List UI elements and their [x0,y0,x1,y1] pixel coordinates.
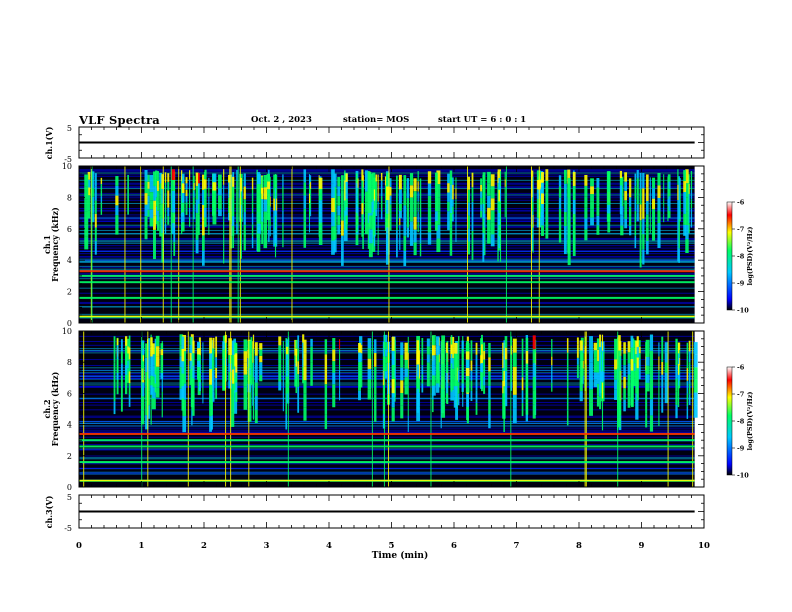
frequency-tick-label: 2 [67,452,72,461]
ch2-channel-label: ch.2 [42,399,52,418]
frequency-tick-label: 0 [67,319,72,328]
frequency-tick-label: 0 [67,483,72,492]
colorbar-tick-label: -7 [737,391,744,399]
ch1-spectrogram-image [79,166,695,323]
date-label: Oct. 2 , 2023 [251,115,312,125]
colorbar-tick-label: -10 [737,472,749,480]
ch1-voltage-ylabel: ch.1(V) [44,126,54,159]
time-tick-label: 10 [698,541,710,551]
ch3-voltage-ticks [78,494,705,529]
ch1-frequency-tick-labels: 0 2 4 6 8 10 [62,162,72,328]
time-tick-label: 6 [451,541,457,551]
frequency-tick-label: 6 [67,225,72,234]
colorbar-tick-label: -9 [737,280,745,288]
ch3-ytick-top: 5 [67,493,72,502]
ch2-colorbar-label: log(PSD)(V²/Hz) [746,392,754,451]
frequency-tick-label: 4 [67,256,72,265]
frequency-tick-label: 2 [67,288,72,297]
time-tick-label: 4 [326,541,332,551]
ch1-colorbar: -6 -7 -8 -9 -10 log(PSD)(V²/Hz) [726,199,754,315]
frequency-tick-label: 4 [67,421,72,430]
frequency-tick-label: 10 [62,162,72,171]
time-xlabel: Time (min) [372,550,429,561]
ch2-spectrogram-image [79,331,698,487]
time-tick-label: 1 [139,541,145,551]
ch2-spectrogram-ticks [78,330,705,488]
station-label: station= MOS [343,115,410,125]
frequency-tick-label: 6 [67,389,72,398]
ch1-channel-label: ch.1 [42,235,52,254]
ch1-spectrogram-ticks [78,165,705,324]
start-time-label: start UT = 6 : 0 : 1 [438,115,527,125]
ch2-frequency-tick-labels: 0 2 4 6 8 10 [62,327,72,492]
frequency-tick-label: 8 [67,193,72,202]
ch1-ytick-bottom: -5 [64,155,72,164]
time-tick-label: 0 [76,541,82,551]
ch2-frequency-ylabel: Frequency (kHz) [50,371,60,446]
colorbar-tick-label: -7 [737,226,744,234]
colorbar-tick-label: -8 [737,253,745,261]
ch1-voltage-ticks [78,126,705,159]
time-tick-label: 3 [264,541,270,551]
ch1-voltage-panel: 5 -5 ch.1(V) [44,124,705,164]
time-tick-label: 9 [639,541,645,551]
ch1-frequency-ylabel: Frequency (kHz) [50,207,60,282]
time-tick-label: 8 [576,541,582,551]
ch3-voltage-ylabel: ch.3(V) [44,495,54,528]
ch3-voltage-panel: 5 -5 ch.3(V) 0 1 2 3 4 5 6 7 8 9 10 Time (min) [44,493,710,561]
frequency-tick-label: 10 [62,327,72,336]
ch3-ytick-bottom: -5 [64,524,72,533]
colorbar-tick-label: -8 [737,418,745,426]
ch1-colorbar-label: log(PSD)(V²/Hz) [746,227,754,286]
time-tick-labels: 0 1 2 3 4 5 6 7 8 9 10 [76,541,710,551]
ch2-spectrogram-panel: 0 2 4 6 8 10 ch.2 Frequency (kHz) [42,327,705,492]
colorbar-tick-label: -10 [737,307,749,315]
ch1-spectrogram-panel: 0 2 4 6 8 10 ch.1 Frequency (kHz) [42,162,705,328]
colorbar-tick-label: -6 [737,364,745,372]
ch1-ytick-top: 5 [67,124,72,133]
ch2-colorbar: -6 -7 -8 -9 -10 log(PSD)(V²/Hz) [726,364,754,480]
colorbar-tick-label: -6 [737,199,745,207]
colorbar-tick-label: -9 [737,445,745,453]
time-tick-label: 5 [389,541,395,551]
time-tick-label: 7 [514,541,520,551]
chart-title: VLF Spectra [79,113,160,127]
time-tick-label: 2 [201,541,207,551]
frequency-tick-label: 8 [67,358,72,367]
